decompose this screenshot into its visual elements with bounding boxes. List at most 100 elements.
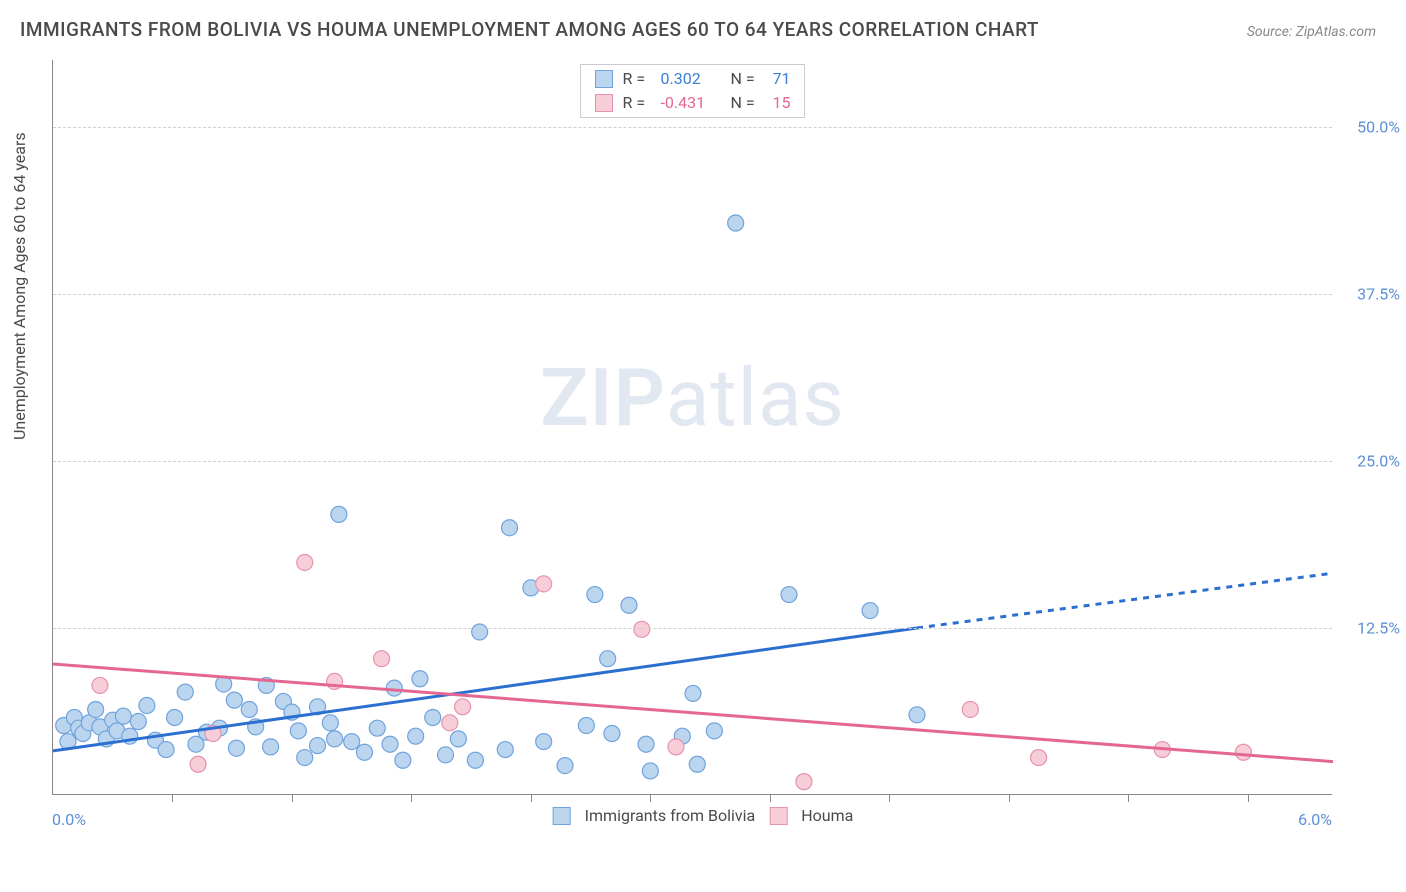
chart-title: IMMIGRANTS FROM BOLIVIA VS HOUMA UNEMPLO…	[20, 18, 1039, 41]
legend-label: Immigrants from Bolivia	[585, 806, 756, 825]
data-point	[167, 709, 183, 725]
data-point	[642, 763, 658, 779]
data-point	[374, 651, 390, 667]
data-point	[139, 697, 155, 713]
x-tick	[770, 794, 771, 802]
data-point	[88, 701, 104, 717]
data-point	[158, 742, 174, 758]
data-point	[587, 587, 603, 603]
data-point	[706, 723, 722, 739]
x-tick	[889, 794, 890, 802]
data-point	[226, 692, 242, 708]
x-tick	[1248, 794, 1249, 802]
x-tick	[531, 794, 532, 802]
data-point	[327, 731, 343, 747]
data-point	[395, 752, 411, 768]
source-attribution: Source: ZipAtlas.com	[1247, 24, 1376, 40]
data-point	[909, 707, 925, 723]
data-point	[502, 520, 518, 536]
r-label: R =	[623, 91, 651, 115]
data-point	[130, 714, 146, 730]
n-label: N =	[731, 67, 763, 91]
data-point	[862, 603, 878, 619]
data-point	[425, 709, 441, 725]
x-tick	[650, 794, 651, 802]
data-point	[297, 554, 313, 570]
trendline-extrapolated	[917, 573, 1333, 628]
legend-swatch	[769, 807, 787, 825]
gridline	[53, 461, 1332, 462]
gridline	[53, 628, 1332, 629]
data-point	[689, 756, 705, 772]
correlation-row: R = -0.431 N = 15	[595, 91, 791, 115]
data-point	[331, 506, 347, 522]
x-tick	[292, 794, 293, 802]
correlation-row: R = 0.302 N = 71	[595, 67, 791, 91]
data-point	[472, 624, 488, 640]
y-tick-label: 37.5%	[1357, 284, 1400, 303]
n-label: N =	[731, 91, 763, 115]
n-value: 15	[773, 91, 791, 115]
data-point	[728, 215, 744, 231]
r-value: -0.431	[661, 91, 721, 115]
data-point	[310, 738, 326, 754]
scatter-svg	[53, 60, 1332, 794]
series-swatch	[595, 70, 613, 88]
data-point	[263, 739, 279, 755]
data-point	[621, 597, 637, 613]
x-axis-max-label: 6.0%	[1298, 810, 1332, 829]
n-value: 71	[773, 67, 791, 91]
data-point	[190, 756, 206, 772]
series-swatch	[595, 94, 613, 112]
x-axis-min-label: 0.0%	[52, 810, 86, 829]
plot-area: ZIPatlas R =0.302N =71R =-0.431N =15 12.…	[52, 60, 1332, 795]
data-point	[356, 744, 372, 760]
data-point	[290, 723, 306, 739]
data-point	[1031, 750, 1047, 766]
data-point	[344, 734, 360, 750]
data-point	[467, 752, 483, 768]
gridline	[53, 127, 1332, 128]
data-point	[408, 728, 424, 744]
y-tick-label: 12.5%	[1357, 618, 1400, 637]
series-legend: Immigrants from Bolivia Houma	[553, 806, 854, 825]
x-tick	[1009, 794, 1010, 802]
data-point	[604, 726, 620, 742]
gridline	[53, 294, 1332, 295]
data-point	[685, 685, 701, 701]
data-point	[962, 701, 978, 717]
data-point	[322, 715, 338, 731]
r-label: R =	[623, 67, 651, 91]
r-value: 0.302	[661, 67, 721, 91]
data-point	[1235, 744, 1251, 760]
data-point	[557, 758, 573, 774]
data-point	[382, 736, 398, 752]
y-tick-label: 25.0%	[1357, 451, 1400, 470]
data-point	[92, 677, 108, 693]
data-point	[497, 742, 513, 758]
data-point	[438, 747, 454, 763]
data-point	[442, 715, 458, 731]
data-point	[412, 671, 428, 687]
data-point	[578, 718, 594, 734]
data-point	[450, 731, 466, 747]
x-tick	[411, 794, 412, 802]
data-point	[634, 621, 650, 637]
legend-swatch	[553, 807, 571, 825]
data-point	[177, 684, 193, 700]
data-point	[455, 699, 471, 715]
data-point	[600, 651, 616, 667]
data-point	[297, 750, 313, 766]
data-point	[228, 740, 244, 756]
data-point	[369, 720, 385, 736]
legend-label: Houma	[801, 806, 853, 825]
x-tick	[172, 794, 173, 802]
data-point	[781, 587, 797, 603]
correlation-legend: R = 0.302 N = 71 R = -0.431 N = 15	[580, 64, 806, 118]
data-point	[536, 576, 552, 592]
data-point	[241, 701, 257, 717]
data-point	[668, 739, 684, 755]
y-axis-label: Unemployment Among Ages 60 to 64 years	[10, 132, 29, 440]
data-point	[638, 736, 654, 752]
x-tick	[1128, 794, 1129, 802]
